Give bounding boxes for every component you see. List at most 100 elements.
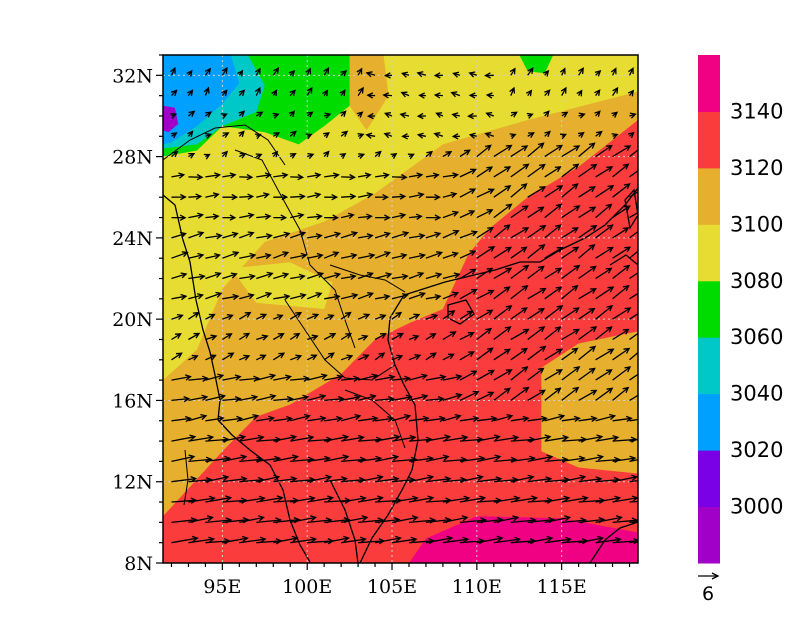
wind-vector: [493, 203, 513, 219]
wind-vector: [476, 188, 495, 198]
wind-vector: [256, 373, 277, 381]
wind-vector: [561, 366, 581, 381]
wind-vector: [391, 434, 417, 442]
wind-vector: [561, 205, 581, 219]
wind-vector: [629, 438, 638, 442]
wind-vector: [171, 214, 187, 221]
wind-vector: [476, 327, 493, 341]
wind-vector: [578, 367, 596, 381]
wind-vector: [459, 168, 477, 178]
wind-vector: [468, 132, 477, 139]
wind-vector: [391, 193, 407, 200]
wind-vector: [408, 415, 430, 422]
wind-vector: [256, 393, 277, 402]
wind-vector: [391, 354, 404, 361]
wind-vector: [171, 395, 191, 403]
wind-vector: [561, 163, 580, 178]
lat-lon-grid: [163, 55, 638, 563]
wind-vector: [340, 273, 357, 281]
wind-vector: [408, 495, 435, 503]
wind-vector: [595, 348, 615, 361]
wind-vector: [578, 454, 605, 463]
wind-vector: [435, 112, 444, 119]
wind-vector: [468, 92, 477, 99]
colorbar-swatch: [698, 224, 720, 282]
wind-vector: [442, 331, 457, 341]
colorbar-label: 3140: [730, 99, 783, 123]
wind-vector: [595, 536, 622, 544]
wind-vector: [188, 536, 216, 544]
vector-reference-arrowhead: [711, 572, 720, 580]
wind-vector: [238, 332, 251, 341]
wind-vector: [459, 210, 476, 219]
wind-vector: [171, 313, 184, 320]
wind-vector: [239, 354, 251, 361]
wind-vector: [527, 287, 547, 300]
wind-vector: [459, 332, 475, 341]
wind-vector: [595, 185, 615, 198]
wind-vector: [612, 86, 619, 96]
coastline-taiwan: [624, 188, 638, 230]
wind-vector: [629, 211, 638, 219]
colorbar-swatch: [698, 337, 720, 395]
wind-vector: [324, 454, 350, 463]
x-tick-label: 110E: [452, 576, 502, 598]
wind-vector: [171, 293, 188, 301]
wind-vector: [425, 395, 445, 403]
wind-vector: [323, 251, 340, 259]
wind-vector: [407, 153, 415, 160]
wind-vector: [340, 515, 369, 524]
wind-vector: [375, 415, 395, 423]
wind-vector: [203, 153, 211, 160]
wind-vector: [273, 374, 292, 381]
wind-vector: [239, 515, 265, 524]
wind-vector: [366, 112, 376, 120]
wind-vector: [221, 67, 228, 76]
wind-vector: [187, 130, 194, 138]
wind-vector: [375, 194, 390, 201]
wind-vector: [612, 328, 630, 341]
wind-vector: [340, 252, 358, 260]
border-cambodia: [344, 389, 406, 449]
wind-vector: [527, 415, 548, 423]
wind-vector: [408, 354, 422, 361]
x-tick-label: 95E: [203, 576, 241, 598]
wind-vector: [171, 172, 186, 179]
wind-vector: [340, 292, 359, 300]
plot-area: [162, 54, 639, 564]
wind-vector: [374, 434, 401, 442]
wind-vector: [484, 132, 495, 139]
wind-vector: [612, 227, 630, 239]
wind-vector: [273, 251, 290, 259]
wind-vector: [425, 231, 442, 239]
wind-vector: [629, 540, 638, 544]
wind-vector: [188, 515, 214, 524]
wind-vector: [612, 246, 632, 259]
wind-vector: [476, 535, 504, 544]
wind-vector: [205, 393, 227, 402]
wind-vector: [238, 311, 252, 320]
wind-vector: [629, 500, 638, 503]
wind-vector: [357, 354, 370, 361]
wind-vector: [451, 133, 460, 140]
x-tick-label: 100E: [282, 576, 332, 598]
wind-vector: [324, 374, 344, 381]
colorbar-swatch: [698, 506, 720, 564]
wind-vector: [290, 173, 305, 181]
wind-vector: [237, 69, 244, 77]
wind-vector: [416, 71, 427, 78]
wind-vector: [510, 307, 528, 320]
colorbar-label: 3020: [730, 438, 783, 462]
wind-vector: [544, 348, 563, 361]
wind-vector: [425, 214, 442, 221]
wind-vector: [222, 395, 242, 403]
wind-vector: [256, 271, 274, 280]
wind-vector: [612, 386, 630, 401]
wind-vector: [595, 286, 615, 300]
wind-vector: [544, 246, 564, 259]
wind-vector: [382, 92, 393, 99]
wind-vector: [220, 113, 228, 120]
wind-vector: [289, 354, 303, 361]
wind-vector: [459, 268, 477, 280]
